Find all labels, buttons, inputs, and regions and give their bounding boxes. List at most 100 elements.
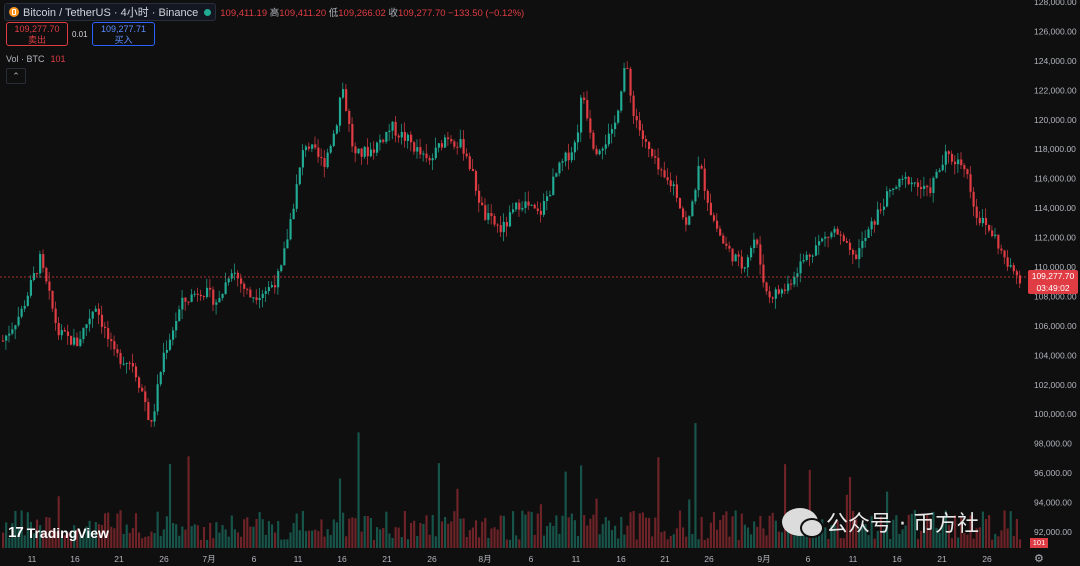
volume-bar xyxy=(969,515,972,548)
candle-body xyxy=(394,121,397,136)
volume-bar xyxy=(459,518,462,548)
candle-body xyxy=(861,240,864,249)
volume-bar xyxy=(827,539,830,548)
volume-bar xyxy=(283,539,286,548)
candle-body xyxy=(450,139,453,142)
candle-body xyxy=(209,287,212,290)
candle-body xyxy=(1009,265,1012,267)
collapse-icon[interactable]: ⌃ xyxy=(6,68,26,84)
volume-bar xyxy=(518,539,521,548)
candle-body xyxy=(666,177,669,181)
candle-body xyxy=(258,297,261,301)
volume-bar xyxy=(487,537,490,548)
watermark: 公众号 · 币方社 xyxy=(782,506,979,538)
candle-body xyxy=(301,150,304,168)
volume-bar xyxy=(833,524,836,548)
volume-bar xyxy=(886,491,889,548)
candle-body xyxy=(128,362,131,364)
candle-body xyxy=(524,201,527,209)
volume-bar xyxy=(292,523,295,548)
volume-bar xyxy=(700,516,703,548)
volume-bar xyxy=(57,496,60,548)
candle-body xyxy=(521,208,524,210)
volume-bar xyxy=(672,534,675,548)
volume-bar xyxy=(348,518,351,548)
volume-bar xyxy=(338,478,342,548)
candle-body xyxy=(286,239,289,249)
candle-body xyxy=(963,165,966,170)
buy-button[interactable]: 109,277.71 买入 xyxy=(92,22,155,46)
volume-bar xyxy=(255,518,258,548)
open-value: 109,411.19 xyxy=(220,8,268,19)
volume-bar xyxy=(595,498,598,548)
candle-body xyxy=(892,188,895,190)
volume-bar xyxy=(289,532,292,548)
candle-body xyxy=(808,254,811,257)
candle-body xyxy=(147,402,150,420)
volume-bar xyxy=(416,535,419,548)
volume-bar xyxy=(345,536,348,548)
candle-body xyxy=(79,339,82,346)
volume-bar xyxy=(712,512,716,548)
candle-body xyxy=(589,118,592,133)
candle-body xyxy=(561,161,564,163)
spread-value: 0.01 xyxy=(72,30,88,39)
volume-bar xyxy=(768,515,771,548)
volume-bar xyxy=(224,529,227,548)
volume-bar xyxy=(317,531,320,548)
candle-body xyxy=(994,234,997,237)
volume-bar xyxy=(780,532,784,548)
candle-body xyxy=(190,294,193,302)
volume-bar xyxy=(199,539,202,548)
volume-bar xyxy=(428,534,431,548)
candle-body xyxy=(725,243,728,246)
symbol-selector[interactable]: Bitcoin / TetherUS · 4小时 · Binance xyxy=(4,3,217,21)
candle-body xyxy=(558,162,561,174)
candle-body xyxy=(184,297,187,302)
volume-bar xyxy=(960,517,963,548)
volume-bar xyxy=(731,516,734,548)
candle-body xyxy=(762,264,765,283)
volume-bar xyxy=(474,520,478,548)
candle-body xyxy=(172,330,175,340)
candle-body xyxy=(799,261,802,274)
volume-bar xyxy=(845,494,848,548)
sell-button[interactable]: 109,277.70 卖出 xyxy=(6,22,68,46)
settings-icon[interactable]: ⚙ xyxy=(1034,553,1044,565)
volume-bar xyxy=(722,514,725,548)
candle-body xyxy=(156,384,159,412)
volume-bar xyxy=(660,532,663,548)
tradingview-logo: 17 TradingView xyxy=(8,524,109,541)
volume-bar xyxy=(298,530,301,548)
candle-body xyxy=(626,68,629,70)
candle-body xyxy=(629,68,632,96)
volume-bar xyxy=(929,518,932,548)
candle-body xyxy=(320,156,323,159)
time-tick-label: 26 xyxy=(159,554,169,564)
volume-bar xyxy=(1006,528,1009,548)
volume-bar xyxy=(413,520,416,548)
volume-bar xyxy=(110,526,113,548)
volume-bar xyxy=(895,515,898,548)
volume-bar xyxy=(583,515,586,548)
candle-body xyxy=(369,149,372,157)
candle-body xyxy=(657,157,660,170)
volume-bar xyxy=(808,469,811,548)
candle-body xyxy=(920,187,923,189)
candle-body xyxy=(354,146,357,154)
volume-bar xyxy=(1015,518,1018,548)
candle-body xyxy=(515,202,518,210)
volume-bar xyxy=(206,539,209,548)
volume-bar xyxy=(184,529,187,548)
candle-body xyxy=(277,271,280,288)
volume-bar xyxy=(932,511,935,548)
volume-bar xyxy=(190,526,193,548)
candle-body xyxy=(669,180,672,187)
time-tick-label: 21 xyxy=(382,554,392,564)
candle-body xyxy=(774,289,777,299)
candle-body xyxy=(966,169,969,175)
volume-bar xyxy=(14,510,17,548)
candle-body xyxy=(465,153,468,157)
volume-bar xyxy=(478,537,481,548)
